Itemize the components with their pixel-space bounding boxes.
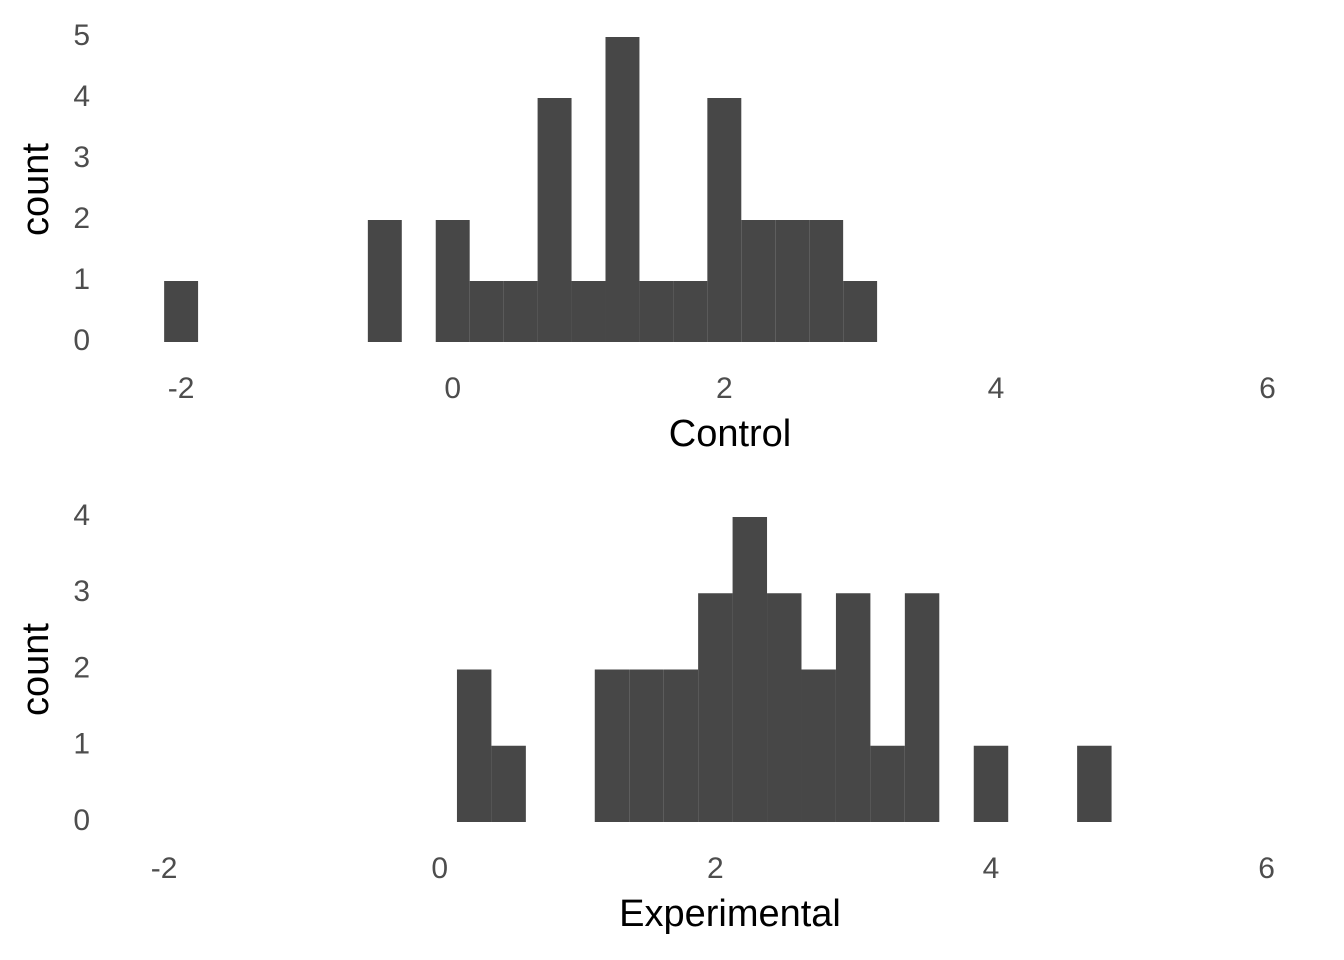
bar: [456, 669, 492, 822]
bar: [973, 745, 1009, 822]
bar: [732, 517, 768, 822]
y-tick-label: 5: [73, 19, 90, 52]
x-tick-label: -2: [151, 852, 178, 885]
y-tick-label: 2: [73, 202, 90, 235]
x-tick-label: 4: [983, 852, 1000, 885]
bar: [767, 593, 802, 822]
bar: [741, 220, 776, 342]
bar: [503, 281, 538, 342]
x-tick-label: 0: [431, 852, 448, 885]
x-tick-label: 6: [1258, 852, 1275, 885]
bar: [491, 745, 526, 822]
x-tick-label: 2: [707, 852, 724, 885]
bar: [801, 669, 836, 822]
bar: [435, 220, 470, 342]
y-axis-title: count: [15, 623, 57, 716]
bar: [775, 220, 810, 342]
x-axis-title: Experimental: [619, 893, 841, 935]
bar: [571, 281, 606, 342]
x-tick-label: 6: [1259, 372, 1276, 405]
y-tick-label: 4: [73, 80, 90, 113]
y-tick-label: 0: [73, 804, 90, 837]
x-tick-label: 0: [444, 372, 461, 405]
bar: [639, 281, 674, 342]
bar: [673, 281, 708, 342]
bar: [469, 281, 504, 342]
bar: [835, 593, 871, 822]
y-tick-label: 2: [73, 651, 90, 684]
bar: [904, 593, 940, 822]
bar: [809, 220, 844, 342]
bar: [698, 593, 733, 822]
x-axis-title: Control: [669, 413, 792, 455]
bar: [537, 98, 572, 342]
bar: [870, 745, 905, 822]
bar: [605, 37, 640, 342]
bar: [663, 669, 699, 822]
y-tick-label: 1: [73, 728, 90, 761]
bar: [1077, 745, 1112, 822]
bar: [629, 669, 664, 822]
y-tick-label: 3: [73, 575, 90, 608]
x-tick-label: 2: [716, 372, 733, 405]
bar: [367, 220, 402, 342]
x-tick-label: -2: [168, 372, 195, 405]
bar: [843, 281, 878, 342]
y-tick-label: 0: [73, 324, 90, 357]
y-tick-label: 3: [73, 141, 90, 174]
y-tick-label: 4: [73, 499, 90, 532]
x-tick-label: 4: [988, 372, 1005, 405]
bar: [164, 281, 199, 342]
bar: [707, 98, 742, 342]
y-tick-label: 1: [73, 263, 90, 296]
y-axis-title: count: [15, 143, 57, 236]
bar: [594, 669, 630, 822]
